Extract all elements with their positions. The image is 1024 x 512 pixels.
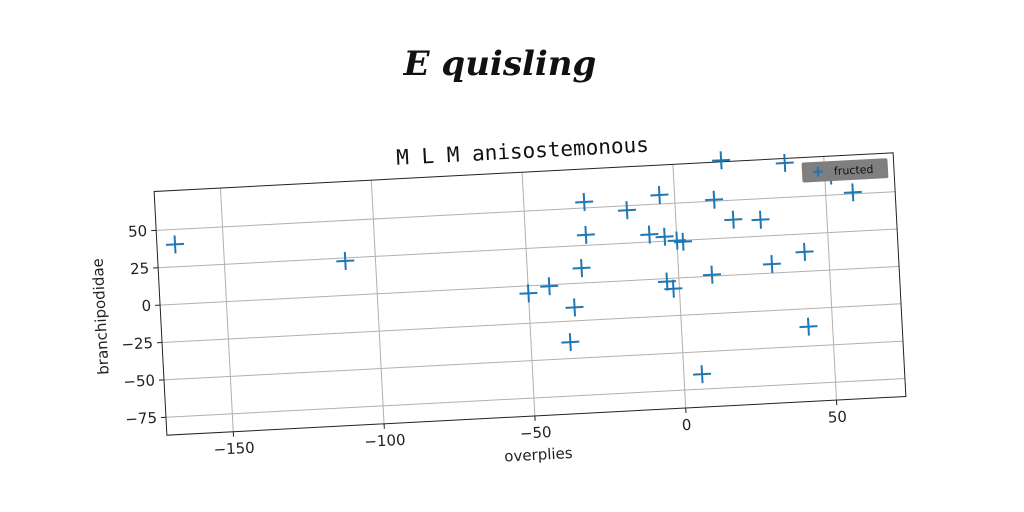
scatter-point (705, 190, 724, 209)
scatter-point (702, 265, 722, 284)
page-title: E quisling (403, 44, 597, 84)
legend-marker-vbar (816, 166, 820, 177)
x-grid-line (672, 164, 687, 409)
scatter-point (565, 298, 584, 317)
scatter-point (640, 225, 659, 244)
y-grid-line (156, 191, 896, 231)
scatter-point (762, 255, 781, 274)
y-axis-label: branchipodidae (89, 258, 113, 375)
point-vbar (665, 272, 669, 291)
x-tick-label: 50 (827, 408, 847, 427)
x-tick-label: −150 (213, 439, 255, 459)
axis-ticks: −150 −100 −50 0 50 50 25 0 −25 −50 −75 (121, 222, 847, 459)
y-grid-line (158, 228, 898, 269)
y-tick-label: −75 (125, 409, 158, 429)
scatter-point (575, 192, 594, 212)
chart-title: M L M anisostemonous (396, 133, 650, 170)
scatter-point (751, 210, 770, 229)
scatter-point (540, 277, 559, 296)
scatter-point (650, 185, 669, 205)
scatter-point (799, 317, 818, 336)
y-tick-label: 25 (130, 259, 150, 278)
x-tick-label: −50 (519, 423, 552, 443)
scatter-point (561, 333, 580, 352)
y-grid-line (165, 378, 905, 418)
scatter-point (795, 242, 814, 261)
grid-lines (156, 156, 905, 432)
point-vbar (675, 231, 679, 250)
x-axis-label: overplies (504, 444, 573, 466)
scatter-point (775, 153, 794, 173)
scatter-series (166, 151, 862, 384)
point-vbar (803, 242, 807, 261)
y-grid-line (160, 265, 900, 306)
legend-marker-icon (812, 166, 824, 177)
point-vbar (580, 259, 584, 278)
scatter-point (166, 235, 185, 254)
x-grid-line (823, 156, 838, 401)
point-vbar (573, 298, 577, 317)
scatter-point (843, 183, 862, 202)
point-vbar (710, 265, 714, 284)
scatter-point (655, 227, 674, 246)
scatter-point (572, 259, 591, 278)
scatter-point (724, 210, 743, 229)
point-vbar (806, 317, 810, 336)
y-tick-label: −25 (121, 334, 154, 354)
scatter-point (712, 151, 731, 170)
point-vbar (731, 210, 735, 229)
y-tick-label: −50 (123, 371, 156, 391)
point-vbar (584, 225, 588, 244)
point-vbar (681, 232, 685, 251)
scatter-point (673, 232, 693, 251)
legend-box (801, 158, 889, 183)
point-vbar (647, 225, 651, 244)
point-vbar (343, 251, 347, 270)
point-vbar (700, 365, 704, 384)
point-vbar (759, 210, 762, 229)
legend-label: fructed (834, 163, 874, 178)
scatter-point (519, 284, 538, 303)
chart-scene: M L M anisostemonous −150 −100 −50 0 50 50 25 0… (89, 133, 907, 466)
scatter-point (664, 279, 683, 298)
point-vbar (663, 227, 667, 246)
plot-frame (153, 152, 907, 436)
y-tick-label: 0 (141, 297, 151, 315)
point-vbar (657, 185, 661, 205)
point-vbar (582, 192, 586, 212)
x-tick-label: −100 (364, 431, 406, 451)
point-vbar (625, 201, 629, 220)
point-vbar (783, 153, 787, 173)
x-grid-line (219, 188, 234, 432)
x-grid-line (370, 180, 385, 424)
legend: fructed (801, 158, 889, 183)
point-vbar (770, 255, 774, 274)
y-grid-line (163, 340, 904, 381)
point-vbar (526, 284, 530, 303)
scatter-point (693, 365, 712, 384)
point-vbar (712, 190, 716, 209)
point-vbar (568, 333, 572, 352)
scatter-point (336, 251, 355, 270)
point-vbar (719, 151, 723, 170)
scatter-point (576, 225, 595, 244)
point-vbar (547, 277, 551, 296)
point-vbar (671, 279, 675, 298)
y-grid-line (162, 303, 902, 344)
y-tick-label: 50 (128, 222, 148, 241)
point-vbar (173, 235, 177, 254)
x-tick-label: 0 (681, 416, 691, 434)
point-vbar (851, 183, 855, 202)
scatter-point (617, 201, 636, 220)
